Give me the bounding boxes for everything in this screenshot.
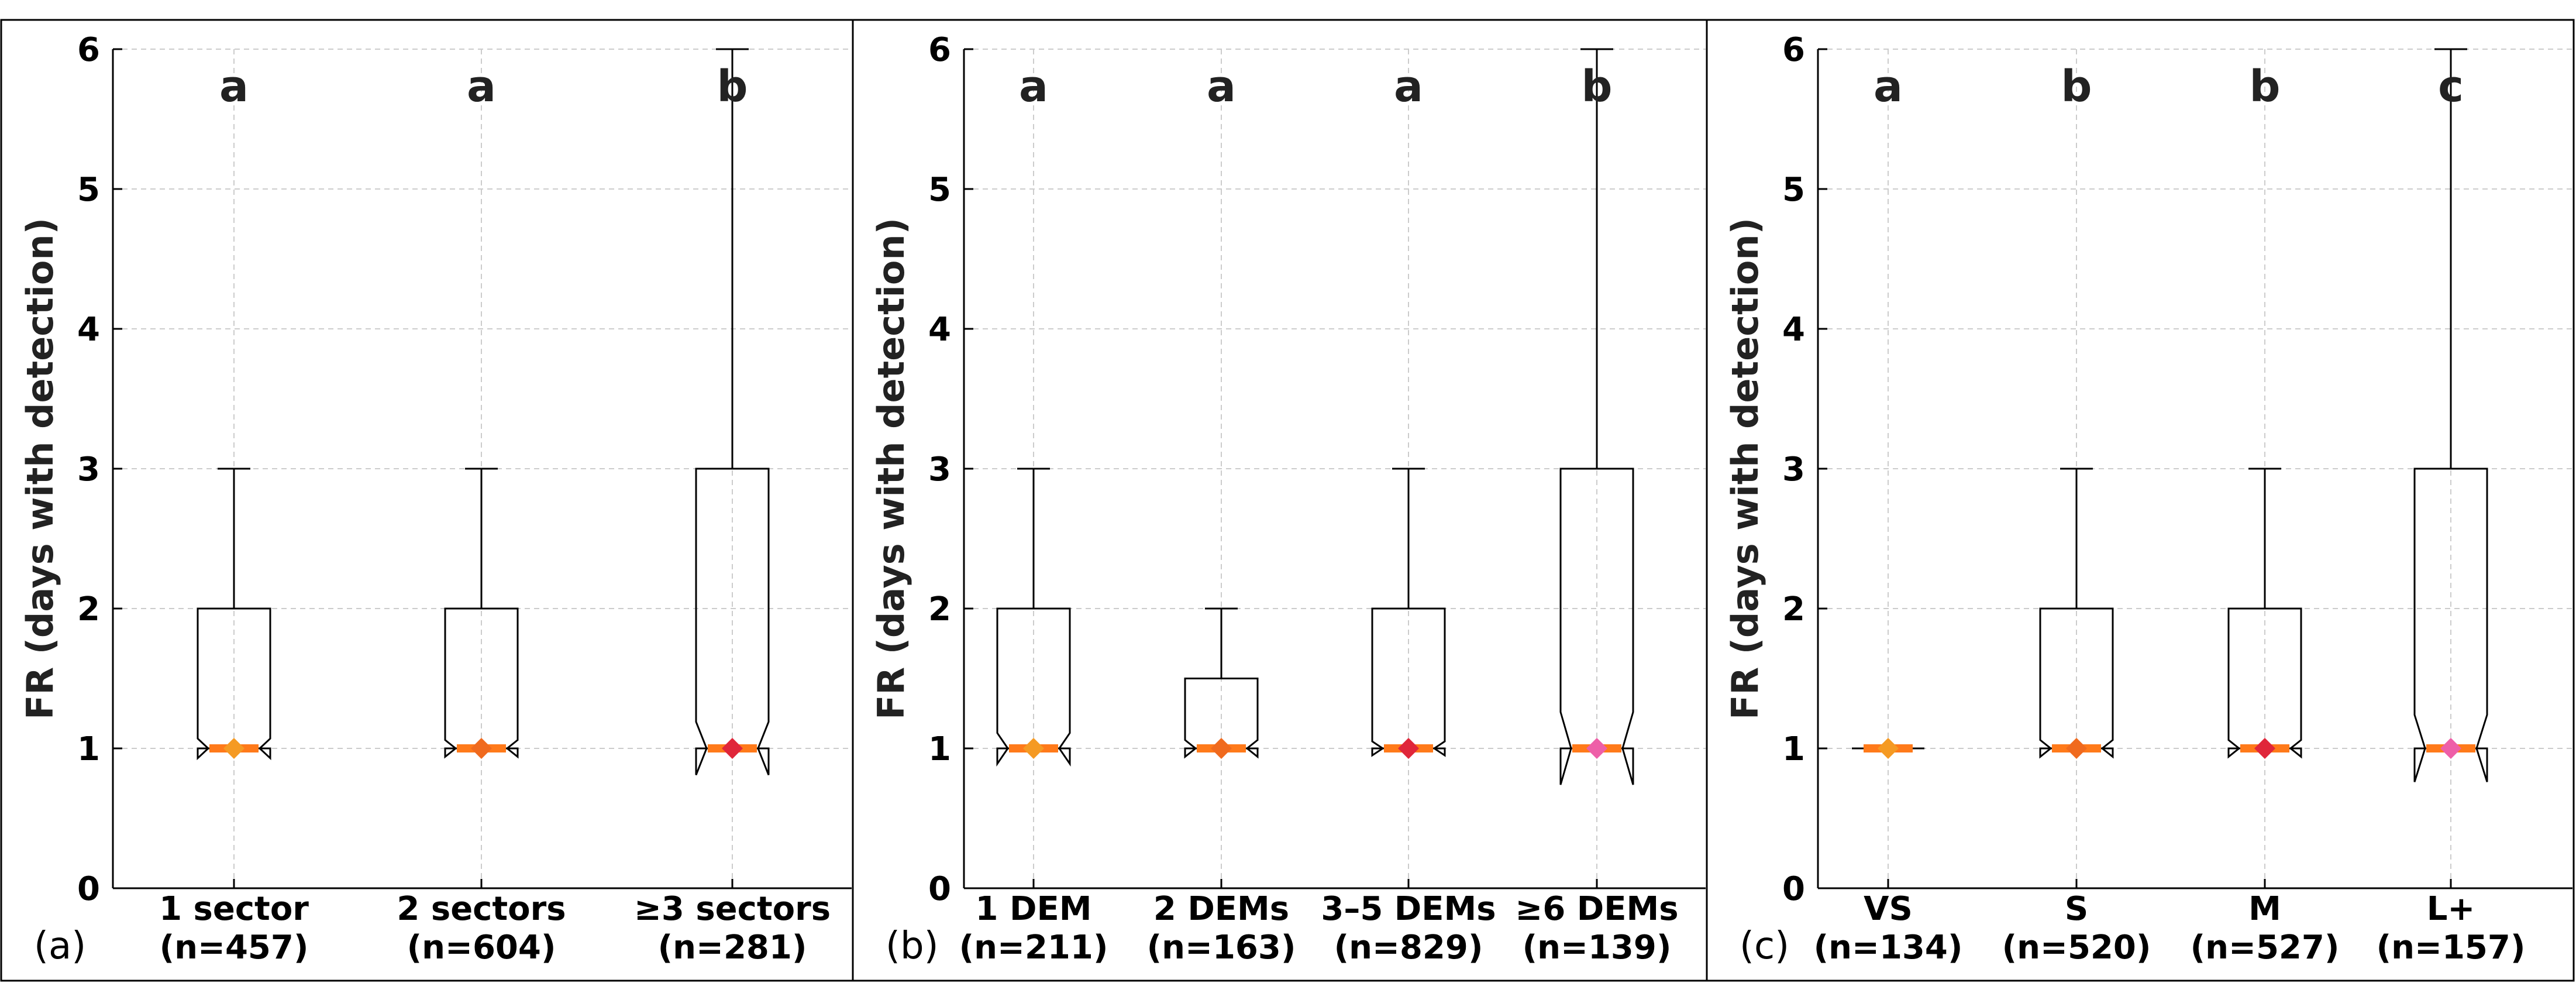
x-tick-label: 1 sector bbox=[159, 890, 309, 928]
box-1: b S(n=520) bbox=[2002, 61, 2151, 967]
mean-marker bbox=[722, 738, 743, 759]
x-tick-label: S bbox=[2065, 890, 2088, 928]
box-0: a 1 DEM(n=211) bbox=[959, 61, 1108, 967]
x-tick-label: 1 DEM bbox=[976, 890, 1092, 928]
x-tick-label: ≥6 DEMs bbox=[1515, 890, 1678, 928]
y-tick-label: 4 bbox=[1782, 311, 1805, 349]
mean-marker bbox=[2254, 738, 2275, 759]
y-tick-label: 6 bbox=[928, 31, 951, 69]
y-axis-label: FR (days with detection) bbox=[870, 218, 912, 720]
box-body bbox=[996, 607, 1071, 767]
y-tick-label: 5 bbox=[77, 171, 100, 209]
box-body bbox=[2413, 468, 2488, 782]
x-tick-count: (n=829) bbox=[1334, 929, 1483, 967]
significance-letter: a bbox=[219, 61, 249, 112]
y-tick-label: 3 bbox=[928, 451, 951, 489]
mean-marker bbox=[2066, 738, 2087, 759]
significance-letter: b bbox=[2061, 61, 2092, 112]
y-tick-label: 0 bbox=[77, 870, 100, 908]
y-tick-label: 5 bbox=[928, 171, 951, 209]
significance-letter: a bbox=[1874, 61, 1903, 112]
y-axis-label: FR (days with detection) bbox=[1724, 218, 1766, 720]
x-tick-label: 3–5 DEMs bbox=[1321, 890, 1496, 928]
panel-label: (b) bbox=[886, 925, 939, 968]
box-body bbox=[1559, 468, 1634, 785]
y-tick-label: 2 bbox=[928, 590, 951, 628]
x-tick-count: (n=520) bbox=[2002, 929, 2151, 967]
significance-letter: a bbox=[1394, 61, 1423, 112]
x-tick-count: (n=281) bbox=[658, 929, 807, 967]
panel-label: (a) bbox=[34, 925, 86, 968]
x-tick-count: (n=604) bbox=[407, 929, 556, 967]
box-body bbox=[2227, 607, 2302, 759]
mean-marker bbox=[1211, 738, 1232, 759]
mean-marker bbox=[471, 738, 492, 759]
y-tick-label: 0 bbox=[1782, 870, 1805, 908]
y-tick-label: 0 bbox=[928, 870, 951, 908]
y-tick-label: 3 bbox=[77, 451, 100, 489]
y-tick-label: 3 bbox=[1782, 451, 1805, 489]
y-tick-label: 4 bbox=[928, 311, 951, 349]
y-tick-label: 6 bbox=[77, 31, 100, 69]
significance-letter: a bbox=[1019, 61, 1048, 112]
panel-label: (c) bbox=[1740, 925, 1789, 968]
x-tick-label: 2 DEMs bbox=[1153, 890, 1289, 928]
box-body bbox=[444, 607, 519, 759]
y-tick-label: 2 bbox=[1782, 590, 1805, 628]
box-1: a 2 DEMs(n=163) bbox=[1147, 61, 1296, 967]
box-body bbox=[1184, 678, 1259, 759]
y-tick-label: 1 bbox=[928, 730, 951, 768]
significance-letter: a bbox=[467, 61, 496, 112]
box-body bbox=[197, 607, 271, 761]
mean-marker bbox=[1878, 738, 1899, 759]
panels: 0 1 2 3 4 5 6 FR (days with detection) (a) a 1 sec… bbox=[0, 19, 2575, 982]
y-tick-label: 4 bbox=[77, 311, 100, 349]
x-tick-count: (n=134) bbox=[1814, 929, 1963, 967]
x-tick-label: 2 sectors bbox=[397, 890, 566, 928]
significance-letter: b bbox=[2250, 61, 2281, 112]
x-tick-count: (n=157) bbox=[2377, 929, 2526, 967]
box-body bbox=[2039, 607, 2114, 759]
significance-letter: b bbox=[1582, 61, 1613, 112]
panel-frame bbox=[1706, 19, 2575, 982]
y-tick-label: 1 bbox=[77, 730, 100, 768]
mean-marker bbox=[1586, 738, 1607, 759]
box-body bbox=[1371, 607, 1446, 757]
box-1: a 2 sectors(n=604) bbox=[397, 61, 566, 967]
x-tick-count: (n=139) bbox=[1523, 929, 1672, 967]
box-body bbox=[695, 468, 770, 775]
panel-b: 0 1 2 3 4 5 6 FR (days with detection) (b) a 1 DEM… bbox=[852, 19, 1708, 982]
x-tick-count: (n=457) bbox=[160, 929, 309, 967]
box-0: a 1 sector(n=457) bbox=[159, 61, 309, 967]
y-tick-label: 2 bbox=[77, 590, 100, 628]
box-0: a VS(n=134) bbox=[1814, 61, 1963, 967]
mean-marker bbox=[2440, 738, 2461, 759]
x-tick-label: ≥3 sectors bbox=[634, 890, 831, 928]
significance-letter: c bbox=[2438, 61, 2464, 112]
box-2: b ≥3 sectors(n=281) bbox=[634, 48, 831, 967]
y-tick-label: 1 bbox=[1782, 730, 1805, 768]
box-3: c L+(n=157) bbox=[2377, 48, 2526, 967]
significance-letter: a bbox=[1207, 61, 1236, 112]
x-tick-label: M bbox=[2248, 890, 2281, 928]
panel-a: 0 1 2 3 4 5 6 FR (days with detection) (a) a 1 sec… bbox=[0, 19, 854, 982]
x-tick-label: VS bbox=[1864, 890, 1913, 928]
x-tick-count: (n=163) bbox=[1147, 929, 1296, 967]
box-3: b ≥6 DEMs(n=139) bbox=[1515, 48, 1679, 967]
x-tick-label: L+ bbox=[2427, 890, 2475, 928]
mean-marker bbox=[1398, 738, 1419, 759]
x-tick-count: (n=527) bbox=[2191, 929, 2340, 967]
y-axis-label: FR (days with detection) bbox=[19, 218, 61, 720]
y-tick-label: 5 bbox=[1782, 171, 1805, 209]
y-tick-label: 6 bbox=[1782, 31, 1805, 69]
significance-letter: b bbox=[717, 61, 748, 112]
mean-marker bbox=[1023, 738, 1044, 759]
mean-marker bbox=[223, 738, 244, 759]
box-2: b M(n=527) bbox=[2191, 61, 2340, 967]
x-tick-count: (n=211) bbox=[959, 929, 1108, 967]
box-2: a 3–5 DEMs(n=829) bbox=[1321, 61, 1496, 967]
